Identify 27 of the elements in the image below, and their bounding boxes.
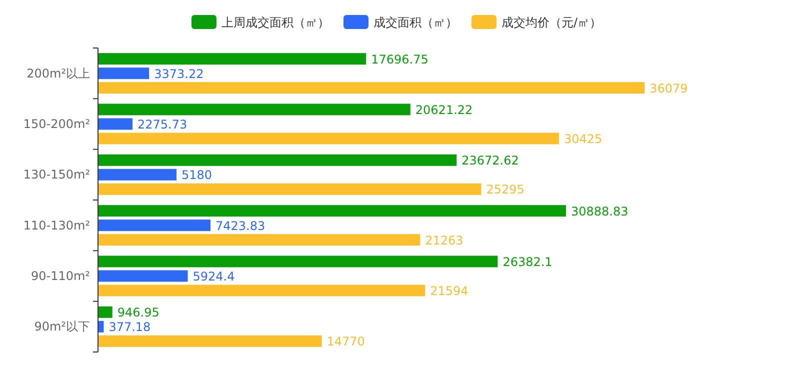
- data-label: 26382.1: [502, 255, 552, 269]
- legend-label: 成交面积（㎡）: [373, 16, 458, 30]
- y-tick-label: 150-200m²: [23, 117, 90, 131]
- data-label: 20621.22: [415, 103, 473, 117]
- legend-label: 成交均价（元/㎡）: [501, 16, 602, 30]
- data-label: 5180: [181, 168, 212, 182]
- data-label: 30888.83: [570, 204, 628, 218]
- data-label: 17696.75: [371, 52, 428, 66]
- data-label: 3373.22: [154, 66, 204, 81]
- y-tick-label: 90-110m²: [30, 269, 90, 283]
- data-label: 2275.73: [137, 118, 188, 132]
- data-label: 377.18: [108, 320, 151, 334]
- data-label: 21263: [425, 233, 464, 248]
- y-tick-label: 130-150m²: [23, 168, 90, 182]
- y-tick-label: 90m²以下: [34, 320, 90, 334]
- data-label: 23672.62: [462, 154, 519, 168]
- data-label: 946.95: [117, 306, 160, 320]
- y-tick-label: 110-130m²: [23, 218, 90, 232]
- data-label: 21594: [430, 284, 468, 298]
- data-label: 14770: [326, 334, 365, 349]
- data-label: 36079: [650, 81, 688, 96]
- data-label: 7423.83: [215, 218, 266, 233]
- data-label: 5924.4: [192, 270, 235, 284]
- legend-label: 上周成交面积（㎡）: [221, 16, 330, 30]
- y-tick-label: 200m²以上: [26, 66, 90, 80]
- data-label: 30425: [564, 132, 602, 146]
- data-label: 25295: [486, 182, 524, 197]
